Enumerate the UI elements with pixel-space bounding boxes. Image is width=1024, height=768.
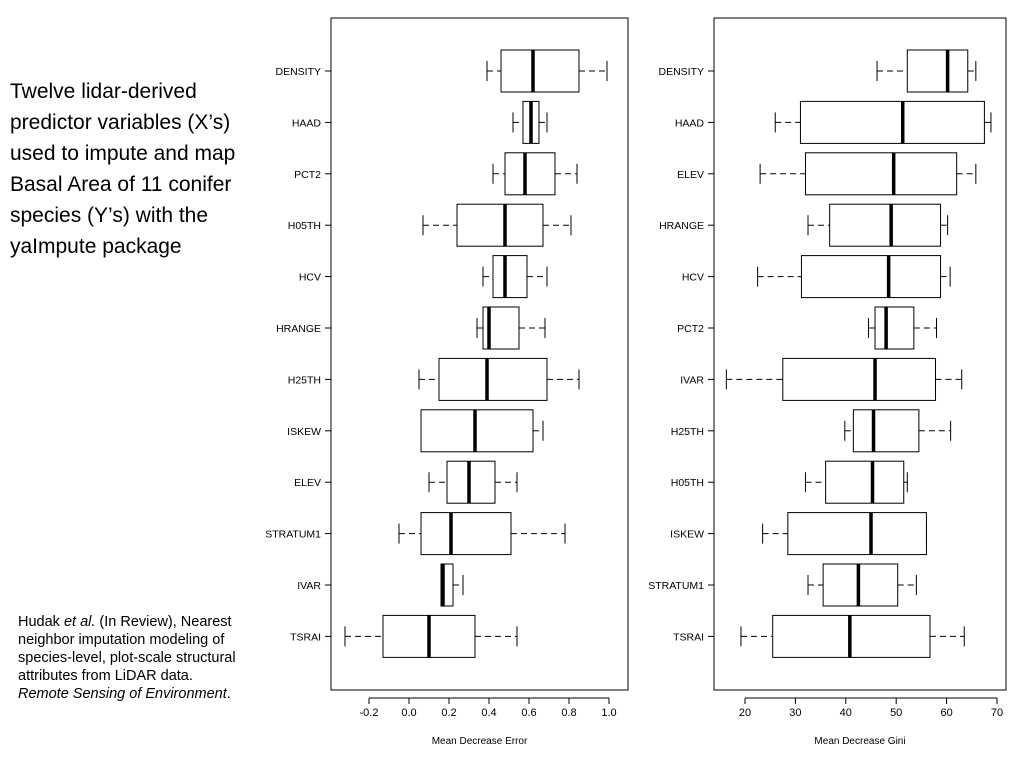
x-tick-label: 40 xyxy=(840,707,852,719)
y-tick-label: STRATUM1 xyxy=(265,529,321,541)
box xyxy=(504,152,556,196)
y-tick-label: TSRAI xyxy=(673,631,704,643)
box xyxy=(799,100,985,144)
y-tick-label: IVAR xyxy=(297,580,321,592)
y-tick-label: PCT2 xyxy=(677,323,704,335)
y-tick-label: H05TH xyxy=(671,477,704,489)
x-axis-label: Mean Decrease Gini xyxy=(814,736,905,747)
x-tick-label: 0.6 xyxy=(521,707,536,719)
x-tick-label: 50 xyxy=(890,707,902,719)
citation-etal: et al. xyxy=(63,614,96,630)
y-tick-label: HCV xyxy=(299,272,321,284)
box xyxy=(492,255,528,299)
x-tick-label: 0.2 xyxy=(441,707,456,719)
plot-frame-2 xyxy=(713,17,1007,691)
citation: Hudak et al. (In Review), Nearest neighb… xyxy=(18,613,243,703)
y-tick-label: DENSITY xyxy=(658,66,704,78)
x-tick-label: 0.4 xyxy=(481,707,496,719)
box xyxy=(782,357,937,401)
box xyxy=(829,203,942,247)
box xyxy=(852,409,920,453)
y-tick-label: ELEV xyxy=(294,477,321,489)
citation-status: (In Review), Nearest neighbor imputation… xyxy=(18,614,236,684)
y-tick-label: HAAD xyxy=(675,117,705,129)
box xyxy=(456,203,544,247)
citation-authors: Hudak xyxy=(18,614,60,630)
box xyxy=(822,563,899,607)
box xyxy=(825,460,905,504)
box xyxy=(438,357,548,401)
x-tick-label: -0.2 xyxy=(360,707,379,719)
box xyxy=(420,409,534,453)
y-tick-label: H25TH xyxy=(671,426,704,438)
box xyxy=(800,255,942,299)
x-axis-label: Mean Decrease Error xyxy=(432,736,528,747)
y-tick-label: H25TH xyxy=(288,374,321,386)
y-tick-label: STRATUM1 xyxy=(648,580,704,592)
description-text: Twelve lidar-derived predictor variables… xyxy=(10,80,236,258)
y-tick-label: H05TH xyxy=(288,220,321,232)
y-tick-label: TSRAI xyxy=(290,631,321,643)
y-tick-label: HRANGE xyxy=(659,220,704,232)
y-tick-label: PCT2 xyxy=(294,169,321,181)
y-tick-label: ISKEW xyxy=(287,426,321,438)
citation-end: . xyxy=(226,686,231,702)
plot-frame-1 xyxy=(330,17,629,691)
box xyxy=(420,512,512,556)
x-tick-label: 30 xyxy=(789,707,801,719)
box xyxy=(787,512,927,556)
y-tick-label: ISKEW xyxy=(670,529,704,541)
x-tick-label: 0.8 xyxy=(561,707,576,719)
x-tick-label: 60 xyxy=(940,707,952,719)
x-tick-label: 1.0 xyxy=(601,707,616,719)
box xyxy=(500,49,580,93)
y-tick-label: HCV xyxy=(682,272,704,284)
box xyxy=(874,306,915,350)
citation-journal: Remote Sensing of Environment xyxy=(18,686,227,702)
box xyxy=(906,49,969,93)
y-tick-label: HAAD xyxy=(292,117,322,129)
box xyxy=(446,460,496,504)
y-tick-label: DENSITY xyxy=(275,66,321,78)
box xyxy=(804,152,958,196)
y-tick-label: ELEV xyxy=(677,169,704,181)
x-tick-label: 0.0 xyxy=(401,707,416,719)
y-tick-label: HRANGE xyxy=(276,323,321,335)
x-tick-label: 20 xyxy=(739,707,751,719)
y-tick-label: IVAR xyxy=(680,374,704,386)
x-tick-label: 70 xyxy=(991,707,1003,719)
